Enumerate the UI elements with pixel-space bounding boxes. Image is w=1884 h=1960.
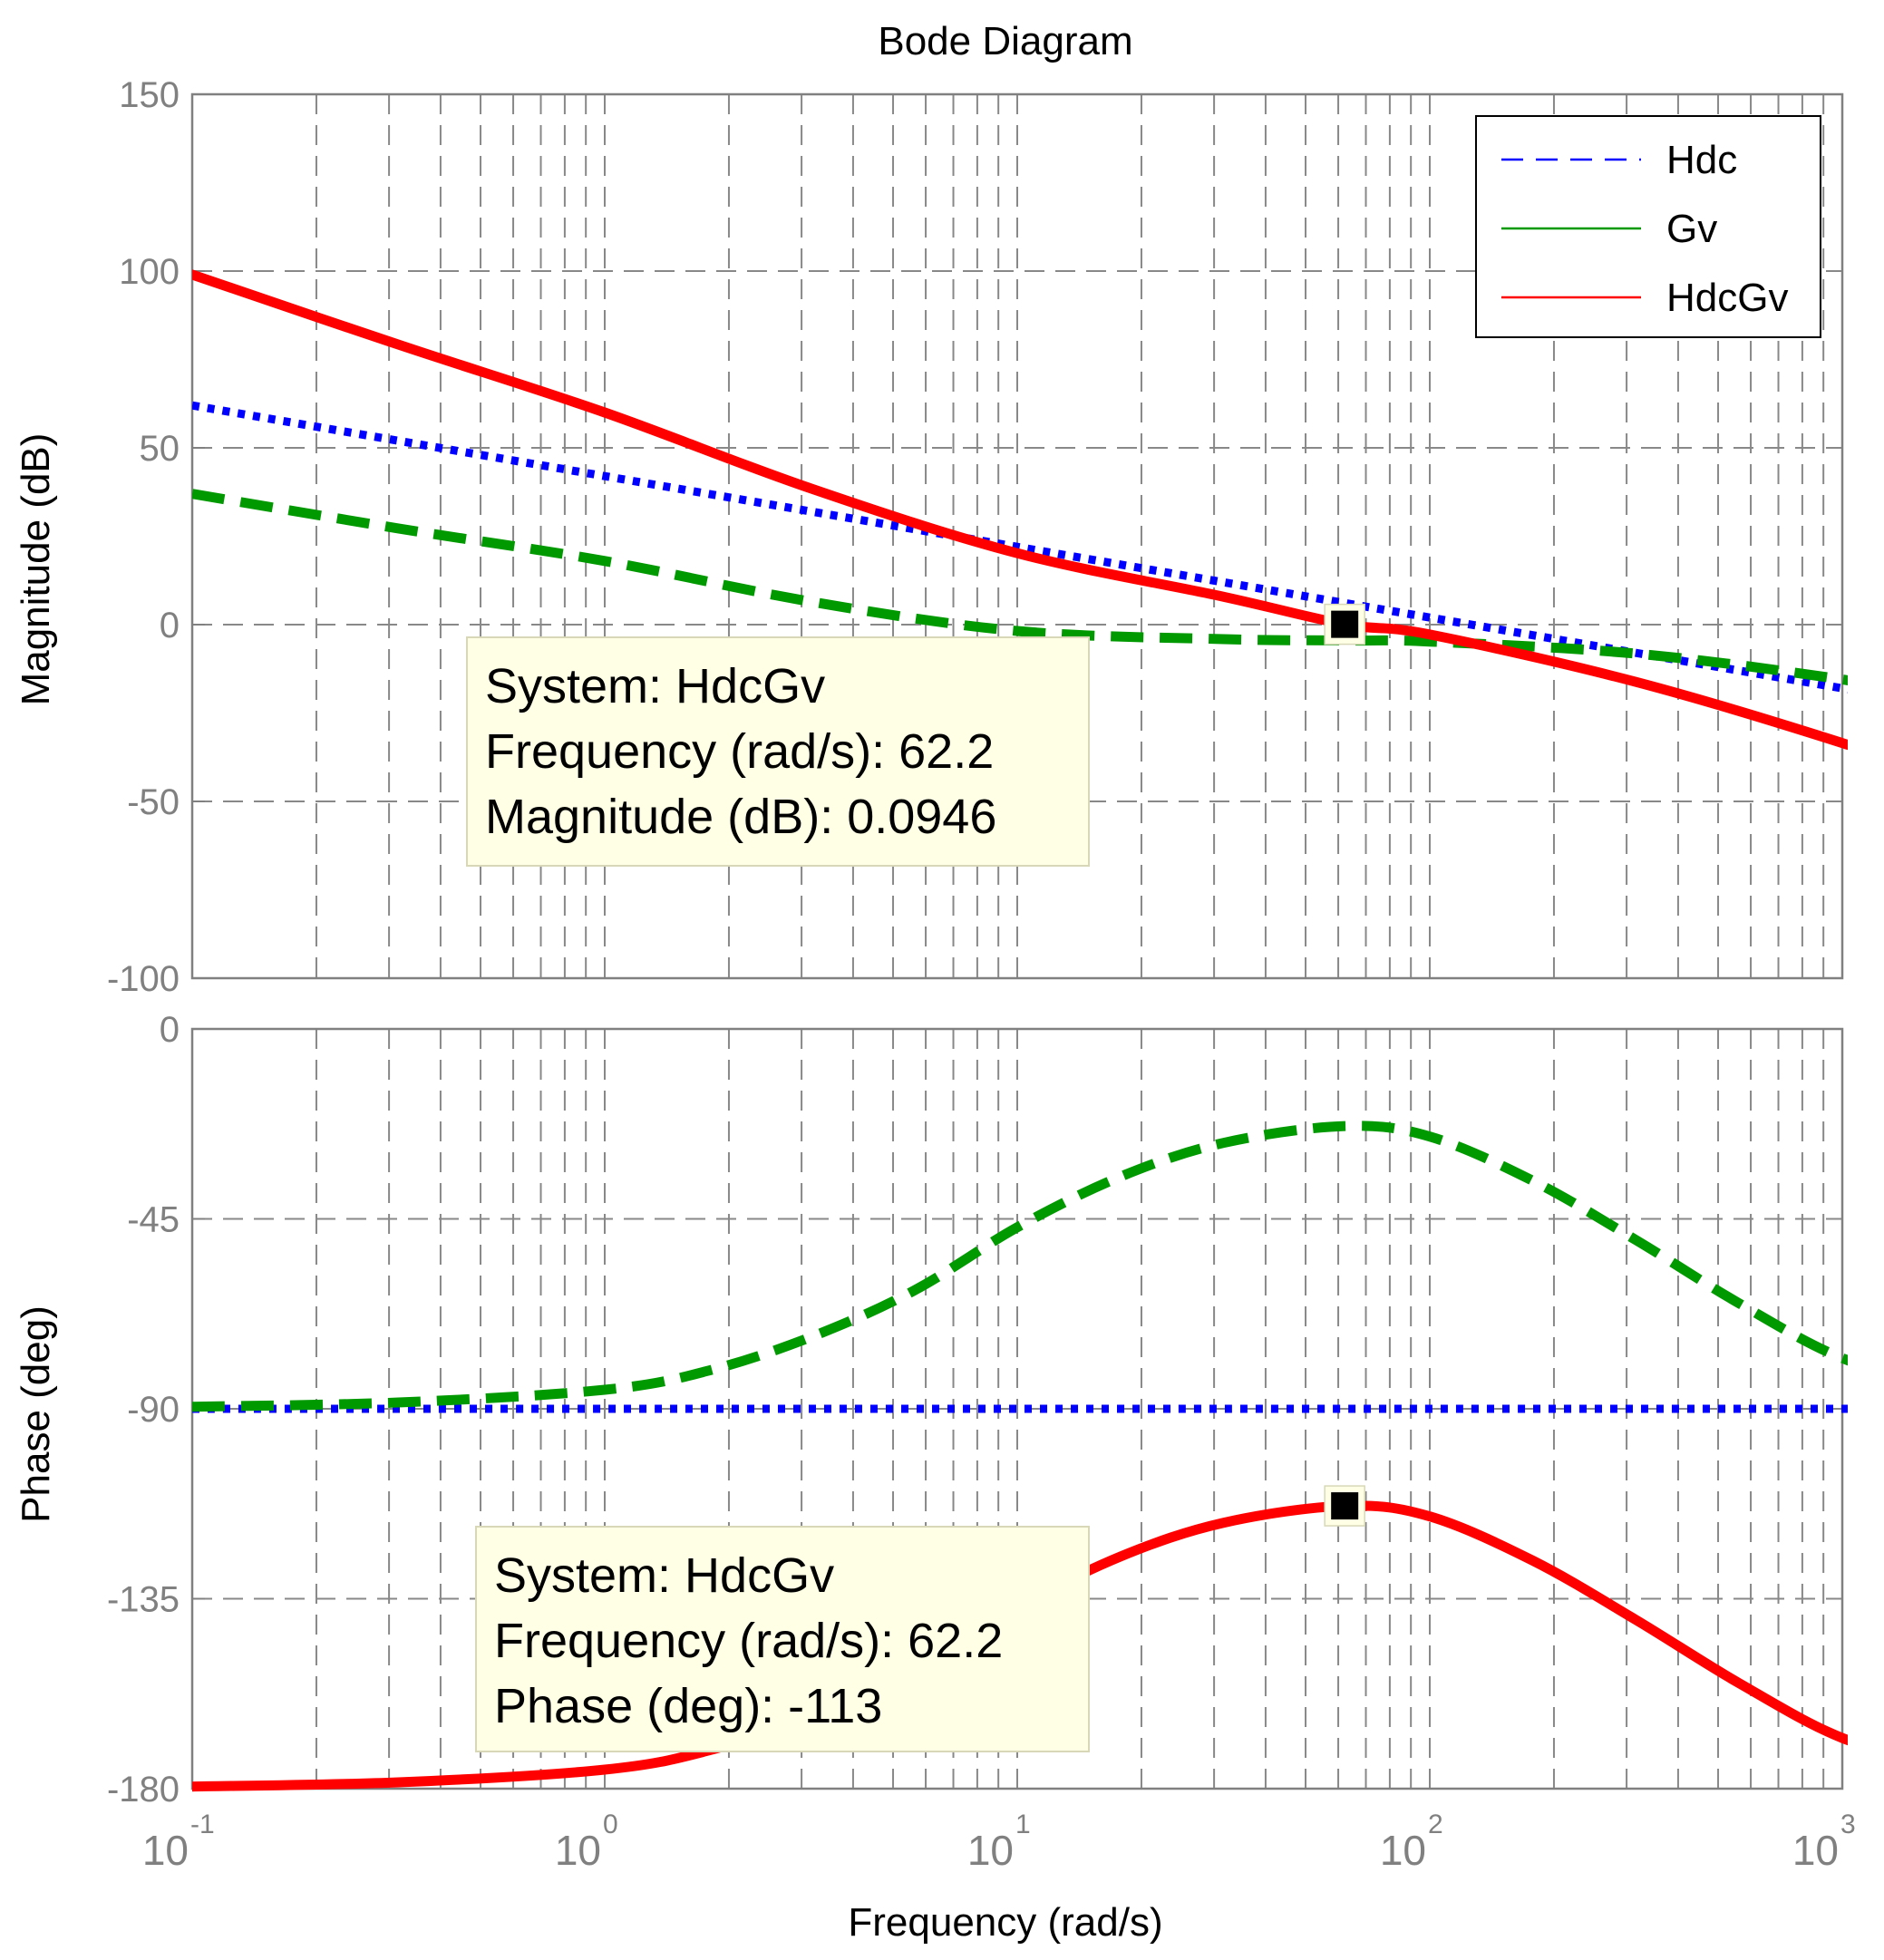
x-tick-label-exponent: -1 bbox=[190, 1810, 215, 1839]
datatip-marker[interactable] bbox=[1331, 610, 1359, 638]
series-hdcgv-phase bbox=[192, 1500, 1848, 1792]
legend-label-hdc: Hdc bbox=[1666, 138, 1737, 182]
chart-title: Bode Diagram bbox=[878, 19, 1132, 63]
y-tick-label: -90 bbox=[127, 1390, 180, 1430]
y-tick-label: -135 bbox=[107, 1580, 180, 1620]
x-tick-label-base: 10 bbox=[1792, 1827, 1839, 1874]
legend-label-gv: Gv bbox=[1666, 207, 1717, 251]
x-tick-label-base: 10 bbox=[1380, 1827, 1426, 1874]
x-tick-label-base: 10 bbox=[967, 1827, 1014, 1874]
y-tick-label: 0 bbox=[160, 1010, 180, 1050]
datatip-value-label: Magnitude (dB): 0.0946 bbox=[485, 790, 996, 844]
y-tick-label: -100 bbox=[107, 959, 180, 999]
y-tick-label: -45 bbox=[127, 1200, 180, 1240]
x-tick-label-exponent: 2 bbox=[1428, 1810, 1443, 1839]
phase-axis-label: Phase (deg) bbox=[14, 1305, 58, 1523]
legend-box bbox=[1475, 115, 1821, 338]
datatip-box bbox=[466, 636, 1090, 867]
magnitude-panel: 150 100 50 0 -50 -100 System: HdcGv Frequency (… bbox=[107, 75, 1848, 999]
datatip-box bbox=[475, 1526, 1090, 1752]
y-tick-label: 100 bbox=[119, 252, 180, 292]
x-tick-label-exponent: 3 bbox=[1840, 1810, 1856, 1839]
datatip-system-label: System: HdcGv bbox=[485, 659, 825, 713]
x-tick-label-exponent: 0 bbox=[603, 1810, 618, 1839]
y-tick-label: -180 bbox=[107, 1770, 180, 1810]
x-tick-label-base: 10 bbox=[142, 1827, 189, 1874]
x-tick-labels: 10-1100101102103104 bbox=[142, 1810, 1856, 1874]
datatip-marker[interactable] bbox=[1331, 1492, 1359, 1520]
phase-panel: 0 -45 -90 -135 -180 System: HdcGv Frequency (r… bbox=[107, 1010, 1848, 1810]
x-tick-label-exponent: 1 bbox=[1015, 1810, 1031, 1839]
series-gv-magnitude bbox=[192, 489, 1848, 685]
x-axis-label: Frequency (rad/s) bbox=[848, 1900, 1162, 1945]
datatip-frequency-label: Frequency (rad/s): 62.2 bbox=[485, 724, 994, 779]
y-tick-label: 150 bbox=[119, 75, 180, 115]
series-hdcgv-magnitude bbox=[192, 269, 1848, 751]
y-tick-label: -50 bbox=[127, 782, 180, 822]
y-tick-label: 0 bbox=[160, 606, 180, 645]
series-gv-phase bbox=[192, 1121, 1848, 1412]
magnitude-axis-label: Magnitude (dB) bbox=[14, 433, 58, 706]
datatip-frequency-label: Frequency (rad/s): 62.2 bbox=[494, 1614, 1003, 1668]
datatip-system-label: System: HdcGv bbox=[494, 1548, 834, 1603]
axes-frame bbox=[190, 92, 1844, 980]
y-tick-label: 50 bbox=[140, 429, 180, 469]
datatip-value-label: Phase (deg): -113 bbox=[494, 1679, 882, 1733]
series-hdc-magnitude bbox=[192, 401, 1848, 694]
legend-label-hdcgv: HdcGv bbox=[1666, 276, 1788, 320]
x-tick-label-base: 10 bbox=[555, 1827, 601, 1874]
